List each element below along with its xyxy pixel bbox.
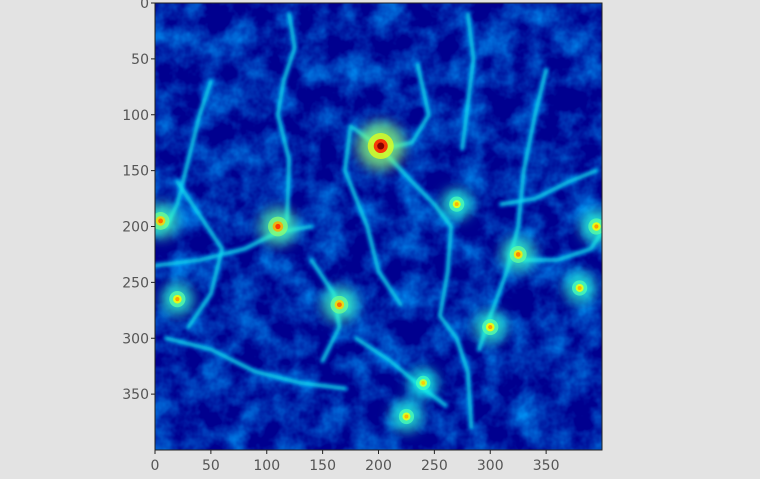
filament — [500, 169, 598, 206]
x-axis: 0 50 100 150 200 250 300 350 — [151, 450, 560, 474]
y-axis: 0 50 100 150 200 250 300 350 — [122, 0, 155, 403]
y-tick-label: 300 — [122, 331, 149, 347]
x-tick-label: 0 — [151, 458, 160, 474]
y-tick-label: 250 — [122, 275, 149, 291]
hotspot — [421, 381, 426, 385]
x-tick-label: 300 — [477, 458, 504, 474]
filament — [461, 13, 475, 150]
y-tick-label: 100 — [122, 108, 149, 124]
filament — [176, 180, 223, 328]
filament — [344, 125, 402, 306]
y-tick-label: 150 — [122, 164, 149, 180]
filament — [377, 145, 473, 429]
filament — [165, 337, 346, 390]
hotspot — [577, 285, 582, 290]
filament — [355, 337, 447, 407]
hotspot — [175, 297, 180, 302]
x-tick-label: 150 — [309, 458, 336, 474]
x-tick-label: 250 — [421, 458, 448, 474]
hotspot — [404, 414, 409, 419]
plot-area — [155, 3, 602, 450]
filament — [277, 13, 296, 222]
y-tick-label: 50 — [131, 52, 149, 68]
hotspot — [336, 302, 342, 308]
y-tick-label: 0 — [140, 0, 149, 12]
x-tick-label: 100 — [253, 458, 280, 474]
x-tick-label: 350 — [533, 458, 560, 474]
heatmap-noise-texture — [155, 3, 602, 450]
hotspot — [275, 223, 281, 230]
hotspot — [488, 324, 493, 330]
hotspot — [454, 202, 459, 207]
hotspot — [594, 224, 599, 229]
y-tick-label: 350 — [122, 387, 149, 403]
hotspot — [158, 218, 163, 224]
hotspot — [515, 252, 521, 257]
x-tick-label: 50 — [202, 458, 220, 474]
x-tick-label: 200 — [365, 458, 392, 474]
y-tick-label: 200 — [122, 220, 149, 236]
hotspot — [377, 142, 385, 150]
hotspot-layer — [155, 133, 602, 425]
